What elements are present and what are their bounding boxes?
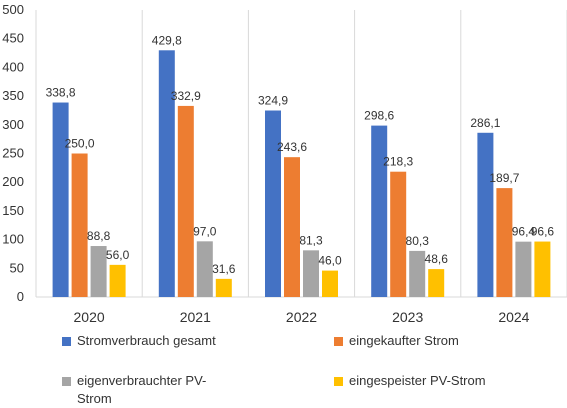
bar [158,50,175,297]
data-label: 56,0 [106,248,130,262]
data-label: 324,9 [258,94,288,108]
legend-swatch [334,337,343,346]
legend-item-eingespeister-pv-strom: eingespeister PV-Strom [334,372,564,390]
y-tick-label: 400 [2,59,24,74]
data-label: 286,1 [470,116,500,130]
bar [515,241,532,297]
y-tick-label: 50 [10,260,24,275]
data-label: 88,8 [87,229,111,243]
bar [322,270,338,297]
y-tick-label: 500 [2,2,24,17]
bar [390,171,407,297]
y-tick-label: 350 [2,88,24,103]
bar [284,157,300,297]
data-label: 48,6 [425,252,449,266]
bar [109,264,126,297]
data-label: 81,3 [299,233,323,247]
bar [52,102,69,297]
bar [215,278,232,297]
legend-swatch [62,337,71,346]
y-tick-label: 200 [2,174,24,189]
data-label: 46,0 [318,254,342,268]
y-tick-label: 300 [2,117,24,132]
y-tick-label: 150 [2,203,24,218]
data-label: 243,6 [277,140,307,154]
bar [196,241,213,297]
bar [371,125,388,297]
bar [428,269,445,297]
y-tick-label: 450 [2,31,24,46]
y-tick-label: 250 [2,146,24,161]
bar [303,250,319,297]
legend-item-eingekaufter-strom: eingekaufter Strom [334,332,564,350]
bar-chart: 0 50 100 150 200 250 300 350 400 450 500 338,8 250,0… [2,2,567,325]
x-tick-label: 2023 [392,309,423,325]
data-label: 97,0 [193,224,217,238]
legend-label: eingespeister PV-Strom [349,373,486,388]
y-tick-label: 0 [17,289,24,304]
data-label: 80,3 [406,234,430,248]
bar [71,153,88,297]
bar [496,188,513,297]
legend-item-stromverbrauch-gesamt: Stromverbrauch gesamt [62,332,262,350]
data-label: 338,8 [46,86,76,100]
x-tick-label: 2024 [498,309,529,325]
legend-label: eigenverbrauchter PV-Strom [77,373,207,406]
bar [177,105,194,297]
data-label: 96,4 [512,225,536,239]
data-label: 298,6 [364,109,394,123]
data-label: 218,3 [383,155,413,169]
data-label: 31,6 [212,262,236,276]
bar [534,241,551,297]
data-label: 96,6 [531,225,555,239]
x-tick-label: 2020 [74,309,105,325]
legend-item-eigenverbrauchter-pv-strom: eigenverbrauchter PV-Strom [62,372,262,408]
data-label: 429,8 [152,33,182,47]
y-tick-label: 100 [2,232,24,247]
x-tick-label: 2022 [286,309,317,325]
data-label: 189,7 [489,171,519,185]
data-label: 250,0 [65,137,95,151]
bar [265,110,281,297]
bar [477,132,494,297]
legend-label: eingekaufter Strom [349,333,459,348]
data-label: 332,9 [171,89,201,103]
chart-legend: Stromverbrauch gesamt eingekaufter Strom… [0,328,567,406]
bar [90,246,107,297]
legend-swatch [62,377,71,386]
x-tick-label: 2021 [180,309,211,325]
legend-label: Stromverbrauch gesamt [77,333,216,348]
legend-swatch [334,377,343,386]
bar [409,250,426,297]
